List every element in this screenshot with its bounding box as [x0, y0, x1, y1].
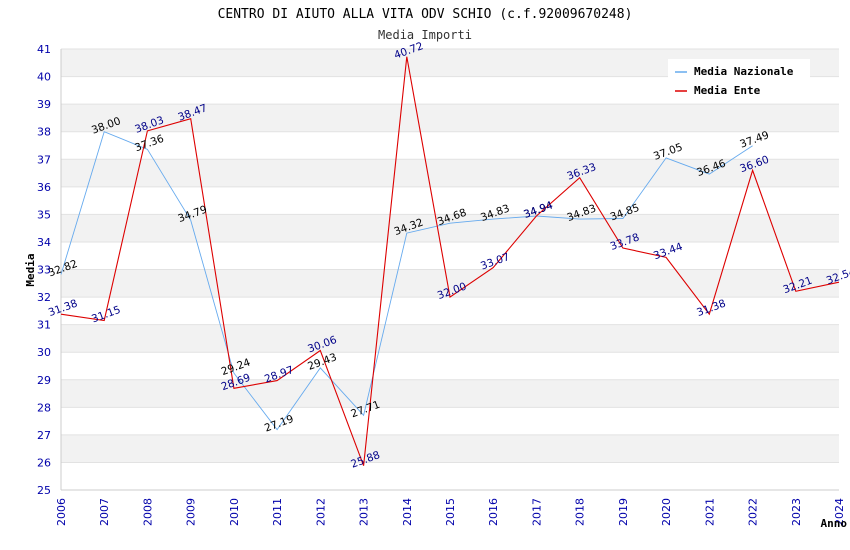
x-tick-label: 2022	[747, 498, 760, 526]
x-tick-label: 2021	[703, 498, 716, 526]
y-tick-label: 33	[37, 264, 51, 277]
x-tick-label: 2011	[271, 498, 284, 526]
x-tick-label: 2012	[314, 498, 327, 526]
series-line-media-ente	[60, 56, 840, 466]
x-tick-label: 2007	[98, 498, 111, 526]
grid-band	[61, 104, 839, 132]
grid-band	[61, 159, 839, 187]
grid-band	[61, 269, 839, 298]
legend-box	[668, 59, 810, 103]
y-tick-label: 41	[37, 43, 51, 56]
y-tick-label: 36	[37, 181, 51, 194]
legend: Media Nazionale Media Ente	[668, 59, 810, 103]
y-tick-label: 39	[37, 98, 51, 111]
y-tick-label: 29	[37, 374, 51, 387]
legend-label-media-nazionale: Media Nazionale	[694, 65, 794, 78]
y-tick-label: 28	[37, 401, 51, 414]
x-tick-label: 2019	[617, 498, 630, 526]
grid-band	[61, 462, 839, 490]
x-tick-label: 2023	[790, 498, 803, 526]
chart-subtitle: Media Importi	[378, 28, 472, 42]
grid-band	[61, 214, 839, 242]
grid-bands	[61, 49, 839, 490]
y-tick-label: 30	[37, 346, 51, 359]
grid-band	[61, 407, 839, 435]
x-axis-label: Anno	[821, 517, 848, 530]
x-tick-label: 2020	[660, 498, 673, 526]
x-tick-label: 2013	[358, 498, 371, 526]
y-tick-label: 26	[37, 456, 51, 469]
y-tick-label: 34	[37, 236, 51, 249]
y-axis-ticks: 25 26 27 28 29 30 31 32 33 34 35 36 37 38 39 40 41	[37, 43, 51, 497]
series-line-media-nazionale	[60, 131, 753, 431]
x-tick-label: 2006	[55, 498, 68, 526]
x-tick-label: 2024	[833, 498, 846, 526]
y-tick-label: 40	[37, 71, 51, 84]
legend-label-media-ente: Media Ente	[694, 84, 761, 97]
grid-band	[61, 352, 839, 380]
y-tick-label: 37	[37, 153, 51, 166]
y-tick-label: 25	[37, 484, 51, 497]
x-tick-label: 2010	[228, 498, 241, 526]
chart-title: CENTRO DI AIUTO ALLA VITA ODV SCHIO (c.f…	[218, 7, 633, 22]
x-axis-ticks: 2006 2007 2008 2009 2010 2011 2012 2013 2014 2015…	[55, 498, 846, 526]
grid-band	[61, 379, 839, 408]
grid-band	[61, 324, 839, 353]
x-tick-label: 2014	[401, 498, 414, 526]
y-axis-label: Media	[24, 253, 37, 286]
y-tick-label: 35	[37, 208, 51, 221]
y-tick-label: 38	[37, 126, 51, 139]
grid-band	[61, 186, 839, 215]
y-tick-label: 31	[37, 319, 51, 332]
x-tick-label: 2016	[487, 498, 500, 526]
grid-band	[61, 131, 839, 160]
grid-band	[61, 241, 839, 270]
plot-frame	[60, 48, 839, 491]
x-tick-label: 2017	[530, 498, 543, 526]
x-tick-label: 2015	[444, 498, 457, 526]
grid-band	[61, 297, 839, 325]
y-tick-label: 32	[37, 291, 51, 304]
series-lines	[60, 56, 840, 466]
x-tick-label: 2009	[185, 498, 198, 526]
grid-band	[61, 434, 839, 463]
x-tick-label: 2008	[141, 498, 154, 526]
y-tick-label: 27	[37, 429, 51, 442]
x-tick-label: 2018	[574, 498, 587, 526]
